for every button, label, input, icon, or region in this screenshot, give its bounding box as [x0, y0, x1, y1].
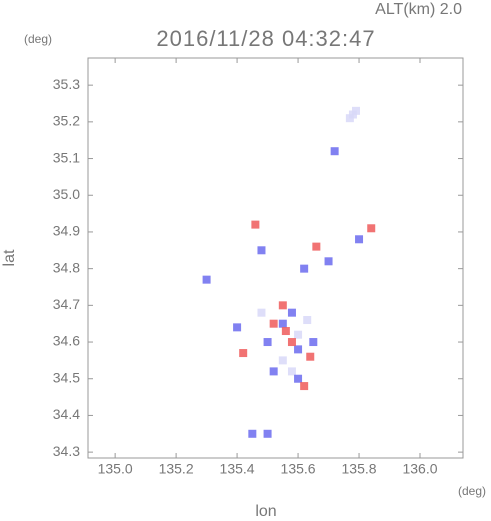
x-tick-label: 135.0 — [98, 461, 133, 477]
data-point — [233, 323, 242, 332]
x-unit: (deg) — [458, 484, 486, 498]
data-point — [257, 246, 266, 255]
data-point — [269, 319, 278, 328]
data-point — [351, 106, 360, 115]
data-point — [281, 327, 290, 336]
x-tick-label: 135.4 — [220, 461, 255, 477]
data-point — [294, 330, 303, 339]
data-point — [294, 374, 303, 383]
y-tick-label: 34.4 — [53, 406, 80, 422]
data-point — [345, 114, 354, 123]
data-point — [269, 367, 278, 376]
data-point — [367, 224, 376, 233]
data-point — [202, 275, 211, 284]
y-tick-label: 34.7 — [53, 296, 80, 312]
x-tick-label: 136.0 — [402, 461, 437, 477]
data-point — [239, 349, 248, 358]
data-point — [278, 356, 287, 365]
data-point — [287, 367, 296, 376]
data-point — [355, 235, 364, 244]
y-tick-label: 34.3 — [53, 443, 80, 459]
y-tick-label: 34.6 — [53, 333, 80, 349]
data-point — [278, 319, 287, 328]
x-tick-label: 135.8 — [342, 461, 377, 477]
data-point — [263, 429, 272, 438]
data-point — [287, 308, 296, 317]
data-point — [309, 338, 318, 347]
chart-title: 2016/11/28 04:32:47 — [156, 26, 375, 51]
plot-frame — [87, 57, 464, 459]
data-point — [300, 264, 309, 273]
x-axis-label: lon — [255, 503, 276, 520]
data-point — [303, 316, 312, 325]
data-point — [257, 308, 266, 317]
annotation: ALT(km) 2.0 — [375, 1, 462, 18]
y-axis-label: lat — [1, 249, 18, 266]
data-point — [294, 345, 303, 354]
data-point — [306, 352, 315, 361]
y-unit: (deg) — [24, 32, 52, 46]
data-point — [287, 338, 296, 347]
y-tick-label: 34.9 — [53, 223, 80, 239]
data-point — [324, 257, 333, 266]
y-tick-label: 35.0 — [53, 186, 80, 202]
data-point — [300, 382, 309, 391]
data-point — [263, 338, 272, 347]
y-tick-label: 34.8 — [53, 259, 80, 275]
y-tick-label: 35.3 — [53, 76, 80, 92]
x-tick-label: 135.6 — [281, 461, 316, 477]
data-point — [248, 429, 257, 438]
y-tick-label: 35.1 — [53, 149, 80, 165]
data-point — [251, 220, 260, 229]
data-point — [278, 301, 287, 310]
x-tick-label: 135.2 — [159, 461, 194, 477]
y-tick-label: 34.5 — [53, 369, 80, 385]
data-point — [330, 147, 339, 156]
data-point — [312, 242, 321, 251]
y-tick-label: 35.2 — [53, 113, 80, 129]
